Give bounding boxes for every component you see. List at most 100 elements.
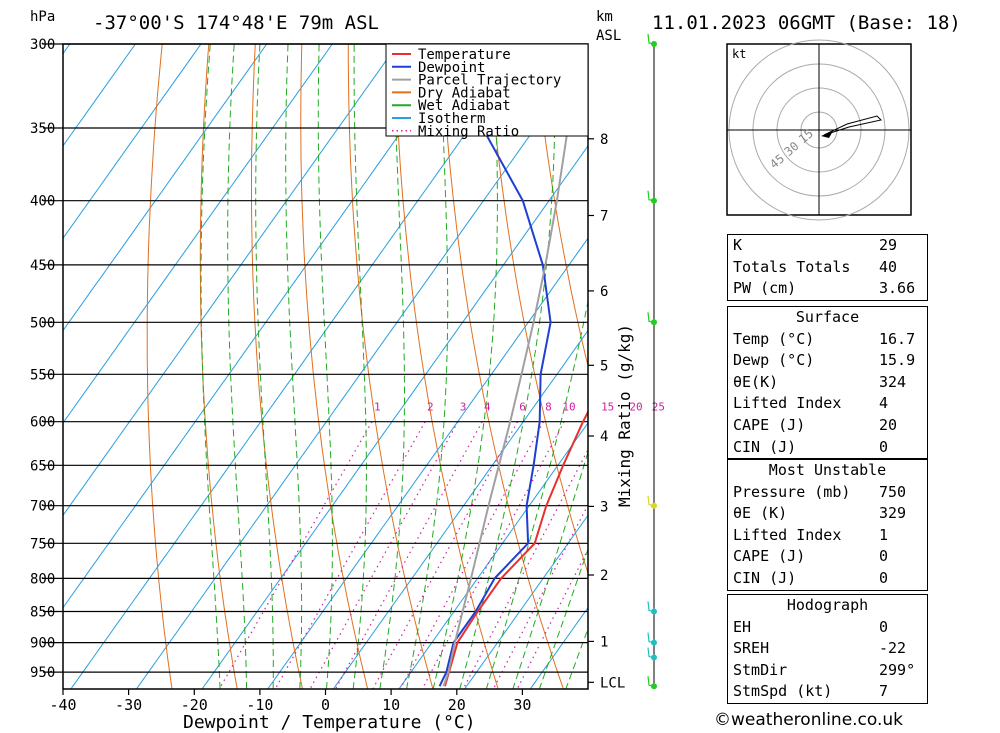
pressure-tick-label: 350 xyxy=(30,121,55,137)
pressure-tick-label: 450 xyxy=(30,258,55,274)
index-label: EH xyxy=(733,617,752,636)
axes: -40 -30 -20 -10 0 10 20 30 xyxy=(49,689,531,714)
index-label: Pressure (mb) xyxy=(733,482,851,501)
mixing-ratio-label: 6 xyxy=(519,401,526,414)
mixing-ratio-line xyxy=(309,421,459,689)
surface-title: Surface xyxy=(795,308,860,326)
height-tick-label: 7 xyxy=(600,209,608,225)
isotherm-line xyxy=(332,329,588,689)
index-value: 1 xyxy=(879,525,889,544)
hodograph-unit: kt xyxy=(732,47,746,61)
mixing-ratio-line xyxy=(399,421,545,689)
index-label: Temp (°C) xyxy=(733,329,815,348)
index-value: 329 xyxy=(879,504,907,523)
index-label: θE (K) xyxy=(733,504,788,523)
mixing-ratio-label: 25 xyxy=(652,401,665,414)
wind-dot xyxy=(651,502,657,509)
index-value: 0 xyxy=(879,568,889,587)
mixing-ratio-line xyxy=(218,421,373,689)
legend-label: Temperature xyxy=(418,47,511,63)
index-row: Temp (°C) 16.7 xyxy=(728,329,927,351)
index-row: PW (cm) 3.66 xyxy=(728,278,927,300)
index-value: 0 xyxy=(879,617,889,636)
pressure-unit-label: hPa xyxy=(30,9,55,25)
mixing-ratio-label: 20 xyxy=(629,401,642,414)
x-tick-label: -40 xyxy=(49,696,76,714)
pressure-tick-label: 950 xyxy=(30,665,55,681)
mixing-ratio-labels: 1 2 3 4 6 8 10 15 20 25 xyxy=(374,401,665,414)
height-tick-label: 4 xyxy=(600,429,608,445)
index-label: StmSpd (kt) xyxy=(733,682,833,701)
index-row: Lifted Index 4 xyxy=(728,393,927,415)
index-row: K 29 xyxy=(728,235,927,257)
height-tick-label: 6 xyxy=(600,284,608,300)
mixing-ratio-label: 4 xyxy=(484,401,491,414)
index-value: 4 xyxy=(879,394,889,413)
dry-adiabat-line xyxy=(440,44,564,689)
sounding-series xyxy=(438,44,588,687)
x-tick-label: -10 xyxy=(246,696,273,714)
index-row: Totals Totals 40 xyxy=(728,257,927,279)
index-label: CAPE (J) xyxy=(733,415,806,434)
pressure-tick-label: 900 xyxy=(30,636,55,652)
pressure-tick-label: 650 xyxy=(30,458,55,474)
hodograph-trace xyxy=(823,115,883,136)
index-value: 16.7 xyxy=(879,329,916,348)
legend-label: Wet Adiabat xyxy=(418,98,511,114)
index-label: K xyxy=(733,236,743,254)
index-value: 15.9 xyxy=(879,351,916,370)
mixing-ratio-line xyxy=(334,421,483,689)
pressure-tick-label: 750 xyxy=(30,536,55,552)
mixing-ratio-label: 8 xyxy=(545,401,552,414)
dry-adiabat-line xyxy=(300,44,369,689)
isotherm-line xyxy=(135,52,588,689)
index-label: StmDir xyxy=(733,660,788,679)
pressure-tick-label: 800 xyxy=(30,571,55,587)
index-label: CIN (J) xyxy=(733,568,797,587)
pressure-tick-label: 600 xyxy=(30,415,55,431)
wet-adiabat-line xyxy=(459,44,556,689)
index-row: CIN (J) 0 xyxy=(728,568,927,590)
wet-adiabat-line xyxy=(352,44,367,689)
height-tick-label: 3 xyxy=(600,499,608,515)
x-tick-label: -30 xyxy=(115,696,142,714)
index-label: CIN (J) xyxy=(733,437,797,456)
isotherm-line xyxy=(63,44,268,332)
index-label: Dewp (°C) xyxy=(733,351,815,370)
index-value: 20 xyxy=(879,415,898,434)
index-label: CAPE (J) xyxy=(733,547,806,566)
indices-surface-table: Surface Temp (°C) 16.7 Dewp (°C) 15.9 θE(K) 3… xyxy=(727,306,928,460)
legend-label: Dewpoint xyxy=(418,60,485,76)
wet-adiabat-line xyxy=(200,44,221,689)
wind-barb xyxy=(647,647,655,659)
indices-general-table: K 29 Totals Totals 40 PW (cm) 3.66 xyxy=(727,234,928,301)
legend-label: Isotherm xyxy=(418,111,485,127)
index-row: CAPE (J) 20 xyxy=(728,415,927,437)
wind-barb xyxy=(647,632,655,644)
index-row: CAPE (J) 0 xyxy=(728,546,927,568)
height-tick-label: 8 xyxy=(600,132,608,148)
index-label: Lifted Index xyxy=(733,525,842,544)
index-value: 324 xyxy=(879,372,907,391)
datetime-title: 11.01.2023 06GMT (Base: 18) xyxy=(652,12,961,34)
x-tick-label: -20 xyxy=(181,696,208,714)
wind-barb xyxy=(647,495,655,507)
isotherm-line xyxy=(63,44,464,609)
wet-adiabat-line xyxy=(538,547,588,689)
indices-hodograph-table: Hodograph EH 0 SREH -22 StmDir 299° StmSpd (kt… xyxy=(727,594,928,704)
index-label: θE(K) xyxy=(733,372,779,391)
dry-adiabat-line xyxy=(251,44,304,689)
x-tick-label: 10 xyxy=(382,696,400,714)
wind-barbs xyxy=(647,33,657,690)
dry-adiabat-line xyxy=(953,44,1000,700)
height-unit-top: km xyxy=(596,9,613,25)
height-tick-label: 2 xyxy=(600,568,608,584)
legend-label: Dry Adiabat xyxy=(418,85,511,101)
index-row: Lifted Index 1 xyxy=(728,525,927,547)
copyright-notice: ©weatheronline.co.uk xyxy=(714,710,904,730)
x-tick-label: 0 xyxy=(321,696,330,714)
series-dewpoint xyxy=(438,44,552,687)
dry-adiabat-line xyxy=(533,44,588,369)
